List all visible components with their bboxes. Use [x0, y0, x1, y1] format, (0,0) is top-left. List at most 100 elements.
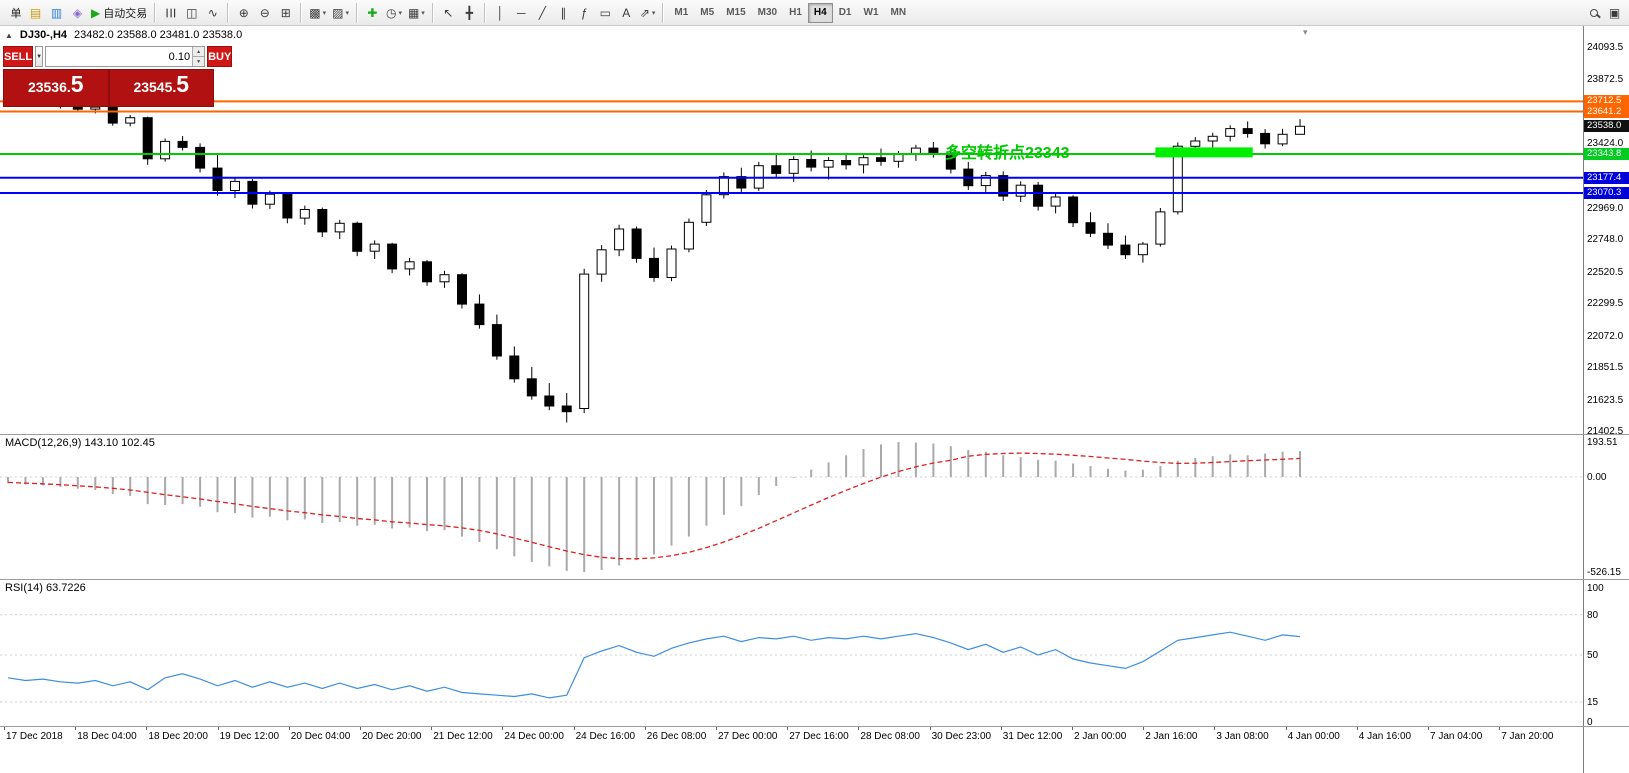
timeframe-button-m15[interactable]: M15: [726, 7, 746, 18]
time-axis[interactable]: 17 Dec 2018 18 Dec 04:00 18 Dec 20:00 19 De…: [0, 726, 1583, 752]
timeframe-button-mn[interactable]: MN: [890, 7, 907, 18]
candle-body: [1033, 184, 1044, 207]
zoom-out-button[interactable]: ⊖: [254, 3, 275, 23]
candle-body: [561, 405, 572, 413]
timeframe-button-m30[interactable]: M30: [757, 7, 778, 18]
panel-separator[interactable]: [0, 579, 1629, 580]
channel-button[interactable]: ∥: [553, 3, 574, 23]
zoom-in-button[interactable]: ⊕: [233, 3, 254, 23]
time-axis-label: 2 Jan 00:00: [1074, 731, 1127, 742]
periods-button[interactable]: ◷ ▾: [383, 3, 405, 23]
time-axis-tick: [858, 726, 860, 730]
lot-decrement-button[interactable]: ▼: [193, 56, 205, 66]
new-order-button[interactable]: 单: [4, 3, 25, 23]
new-chart-button[interactable]: ▩ ▾: [306, 3, 329, 23]
timeframe-button-h4[interactable]: H4: [807, 2, 833, 23]
price-axis-label: 24093.5: [1587, 42, 1624, 53]
line-chart-button[interactable]: ∿: [202, 3, 223, 23]
bar-chart-button[interactable]: ☰: [160, 3, 181, 23]
candle-body: [1068, 196, 1079, 224]
one-click-collapse-icon[interactable]: ▲: [5, 30, 13, 40]
candle-body: [1190, 140, 1201, 147]
chart-windows-button[interactable]: ▣: [1604, 3, 1625, 23]
clock-icon: ◷: [385, 5, 397, 20]
main-chart-canvas[interactable]: [0, 26, 1583, 434]
candle-body: [195, 146, 206, 169]
time-axis-tick: [1000, 726, 1002, 730]
toolbar-separator: [662, 2, 665, 23]
macd-panel-canvas[interactable]: [0, 434, 1583, 579]
lot-increment-button[interactable]: ▲: [193, 47, 205, 56]
trendline-button[interactable]: ╱: [532, 3, 553, 23]
profiles-button[interactable]: ▨ ▾: [329, 3, 352, 23]
candle-body: [1277, 133, 1288, 145]
search-button[interactable]: [1583, 3, 1604, 23]
price-axis[interactable]: 24093.5 23872.5 23424.0 22969.0 22748.0 22520…: [1583, 26, 1629, 773]
cursor-button[interactable]: ↖: [438, 3, 459, 23]
autotrading-button[interactable]: ▶ 自动交易: [88, 3, 150, 23]
timeframe-button-h1[interactable]: H1: [789, 7, 802, 18]
autotrading-button-label: 自动交易: [103, 7, 148, 20]
price-tag: 23070.3: [1584, 187, 1629, 199]
chart-shift-marker-icon[interactable]: ▾: [1303, 27, 1308, 37]
time-axis-tick: [1072, 726, 1073, 730]
highlight-box[interactable]: [1155, 147, 1253, 158]
buy-button[interactable]: BUY: [207, 46, 233, 67]
time-axis-tick: [1499, 726, 1501, 730]
timeframe-button-m1[interactable]: M1: [674, 7, 689, 18]
trendline-icon: ╱: [538, 5, 546, 20]
templates-button[interactable]: ▦ ▾: [405, 3, 428, 23]
candle-body: [1295, 125, 1305, 135]
timeframe-button-w1[interactable]: W1: [863, 7, 879, 18]
lot-dropdown-button[interactable]: ▼: [35, 46, 44, 67]
crosshair-button[interactable]: ╋: [459, 3, 480, 23]
time-axis-tick: [75, 726, 77, 730]
fibonacci-button[interactable]: ƒ: [574, 3, 595, 23]
search-icon: [1589, 8, 1598, 17]
timeframe-button-m5[interactable]: M5: [700, 7, 715, 18]
chevron-down-icon: ▾: [651, 9, 656, 17]
candle-body: [457, 274, 467, 305]
time-axis-tick: [502, 726, 504, 730]
panel-separator[interactable]: [0, 434, 1629, 435]
price-tag: 23538.0: [1584, 120, 1629, 133]
zoom-out-icon: ⊖: [259, 5, 270, 20]
sell-button[interactable]: SELL: [3, 46, 34, 67]
timeframe-button-d1[interactable]: D1: [838, 7, 852, 18]
candlestick-chart-button[interactable]: ◫: [181, 3, 202, 23]
buy-price-display[interactable]: 23545. 5: [110, 70, 214, 106]
market-watch-button[interactable]: ▤: [25, 3, 46, 23]
candle-body: [1207, 135, 1218, 142]
chart-ohlc-values: 23482.0 23588.0 23481.0 23538.0: [74, 29, 243, 41]
toolbar: 单 ▤ ▥ ◈ ▶ 自动交易 ☰ ◫ ∿ ⊕ ⊖ ⊞ ▩ ▾ ▨ ▾ ✚ ◷ ▾ ▦ ▾ ↖ ╋ │ ─ ╱ ∥ ƒ ▭ A ⇗ ▾ M1 M5 M…: [0, 0, 1629, 26]
candle-body: [788, 159, 799, 174]
candle-body: [718, 176, 729, 196]
shapes-button[interactable]: ▭: [595, 3, 616, 23]
horizontal-line-button[interactable]: ─: [511, 3, 532, 23]
rsi-panel-canvas[interactable]: [0, 579, 1583, 726]
sell-price-display[interactable]: 23536. 5: [4, 70, 110, 106]
autotrading-play-icon: ▶: [91, 5, 101, 20]
macd-axis-label: -526.15: [1587, 567, 1621, 578]
lot-size-input[interactable]: [46, 47, 193, 66]
chart-ohlc-header: ▲ DJ30-,H4 23482.0 23588.0 23481.0 23538…: [5, 29, 242, 41]
data-window-button[interactable]: ▥: [46, 3, 67, 23]
time-axis-label: 18 Dec 04:00: [77, 731, 137, 742]
time-axis-label: 7 Jan 04:00: [1430, 731, 1483, 742]
text-label-button[interactable]: A: [616, 3, 637, 23]
candle-body: [683, 221, 694, 250]
vertical-line-button[interactable]: │: [490, 3, 511, 23]
price-axis-label: 21402.5: [1587, 426, 1624, 437]
buy-price-fraction: 5: [176, 71, 190, 97]
data-window-icon: ▥: [50, 5, 63, 20]
templates-icon: ▦: [407, 5, 420, 20]
arrows-button[interactable]: ⇗ ▾: [637, 3, 659, 23]
chevron-down-icon: ▾: [322, 9, 327, 17]
time-axis-label: 30 Dec 23:00: [931, 731, 992, 742]
indicators-button[interactable]: ✚: [362, 3, 383, 23]
tile-windows-button[interactable]: ⊞: [275, 3, 296, 23]
chart-annotation-text[interactable]: 多空转折点23343: [945, 145, 1070, 162]
navigator-button[interactable]: ◈: [67, 3, 88, 23]
arrow-icon: ⇗: [639, 5, 650, 20]
candle-body: [736, 176, 747, 189]
